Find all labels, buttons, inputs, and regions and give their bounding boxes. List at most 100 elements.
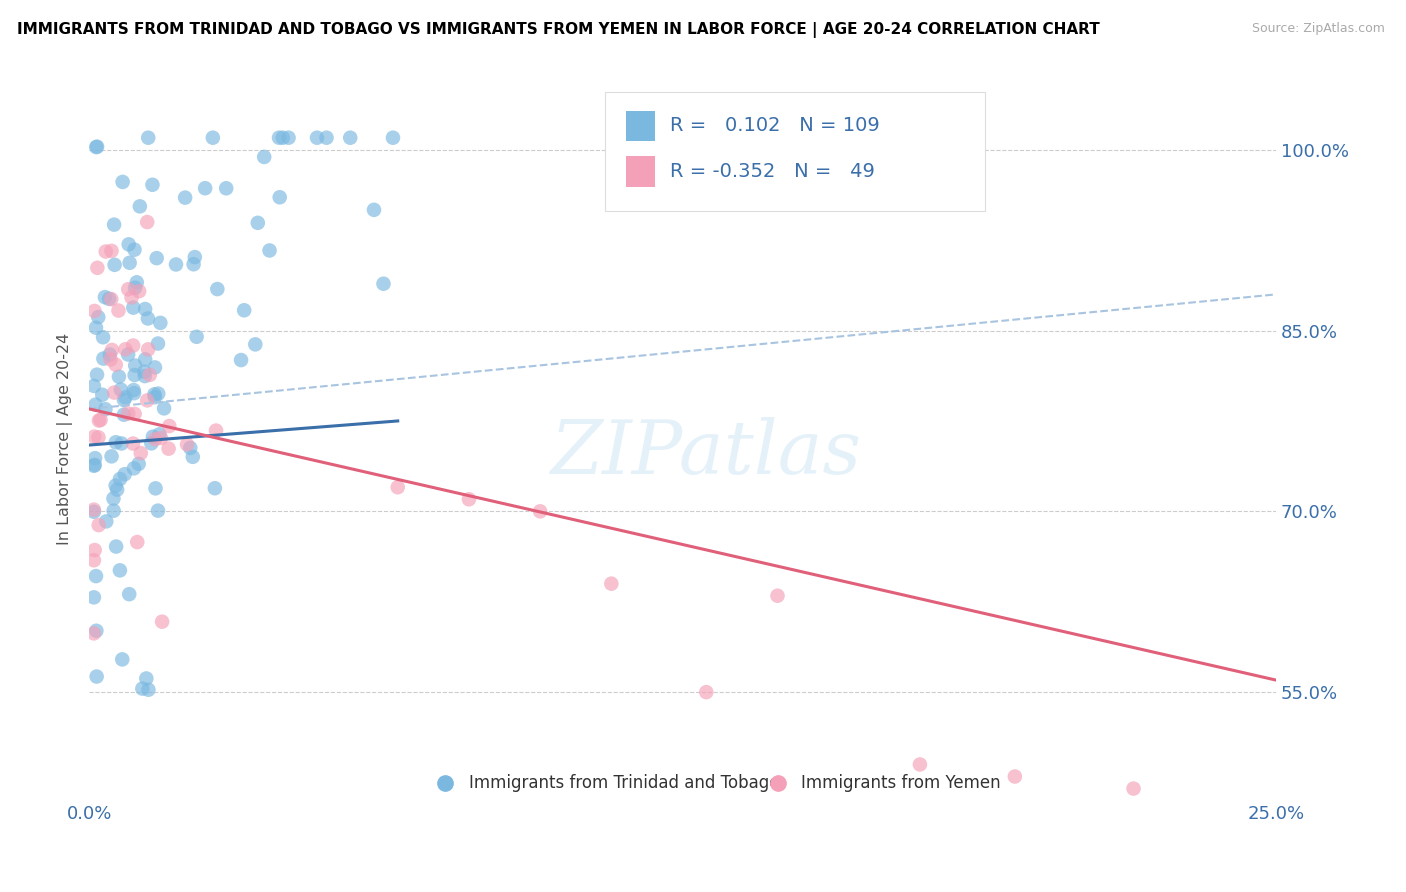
Text: ZIPatlas: ZIPatlas (551, 417, 862, 490)
Point (179, 441, 201, 455)
Point (86, 260, 108, 275)
Point (103, 218, 125, 232)
Point (373, 277, 395, 291)
Point (84, 398, 107, 412)
Point (138, 682, 160, 697)
Point (124, 407, 146, 421)
Point (117, 347, 139, 361)
Point (107, 303, 129, 318)
Point (148, 427, 170, 442)
Point (104, 358, 127, 372)
Point (118, 237, 141, 252)
Point (134, 365, 156, 379)
Point (381, 130, 404, 145)
Point (98, 347, 121, 361)
Point (908, 757, 931, 772)
Point (93, 351, 115, 366)
Point (201, 130, 224, 145)
Point (135, 672, 157, 686)
Point (110, 436, 132, 450)
Point (124, 243, 146, 257)
Point (204, 481, 226, 495)
Point (83, 626, 105, 640)
Point (134, 352, 156, 367)
Point (114, 343, 136, 357)
Point (104, 478, 127, 492)
Point (143, 432, 166, 446)
Point (103, 385, 125, 400)
Point (124, 281, 146, 295)
Point (111, 175, 134, 189)
Point (215, 181, 238, 195)
Point (127, 535, 149, 549)
Point (122, 383, 145, 397)
Point (104, 435, 127, 450)
Point (145, 251, 167, 265)
Point (766, 589, 789, 603)
Point (83, 379, 105, 393)
Text: Immigrants from Trinidad and Tobago: Immigrants from Trinidad and Tobago (470, 773, 779, 791)
Point (174, 191, 197, 205)
Point (165, 257, 187, 271)
Point (143, 360, 166, 375)
Y-axis label: In Labor Force | Age 20-24: In Labor Force | Age 20-24 (58, 333, 73, 545)
Point (153, 401, 176, 416)
Point (134, 301, 156, 316)
Point (136, 393, 159, 408)
Point (183, 257, 205, 271)
Point (84, 569, 107, 583)
Point (83, 304, 105, 318)
Text: Immigrants from Yemen: Immigrants from Yemen (801, 773, 1001, 791)
Point (529, 504, 551, 518)
Point (184, 250, 207, 264)
Point (194, 181, 217, 195)
Point (122, 301, 145, 315)
Point (94, 244, 117, 259)
Point (83, 543, 105, 558)
Point (146, 503, 169, 517)
Point (141, 178, 163, 192)
Point (136, 343, 159, 357)
Point (84, 451, 107, 466)
Point (91, 388, 114, 402)
Point (269, 190, 291, 204)
Point (176, 437, 198, 451)
Point (363, 202, 385, 217)
Point (134, 369, 156, 384)
Point (122, 436, 145, 450)
Text: IMMIGRANTS FROM TRINIDAD AND TOBAGO VS IMMIGRANTS FROM YEMEN IN LABOR FORCE | AG: IMMIGRANTS FROM TRINIDAD AND TOBAGO VS I… (17, 22, 1099, 38)
FancyBboxPatch shape (606, 92, 986, 211)
Point (271, 130, 294, 145)
Point (186, 330, 208, 344)
Point (124, 368, 146, 382)
Point (128, 284, 150, 298)
Point (86, 139, 108, 153)
Point (90, 413, 112, 427)
Point (136, 130, 159, 145)
Point (233, 303, 256, 318)
Point (150, 431, 173, 445)
Point (1122, 781, 1144, 796)
Point (83, 458, 105, 473)
Point (121, 290, 143, 304)
Point (94, 402, 117, 417)
Point (259, 244, 281, 258)
Point (387, 480, 409, 494)
Point (94, 290, 117, 304)
Point (122, 338, 145, 352)
Point (181, 450, 204, 464)
Point (117, 282, 139, 296)
Point (86, 368, 108, 382)
Point (131, 681, 153, 696)
Point (136, 311, 159, 326)
Point (83, 458, 105, 472)
Point (277, 130, 299, 145)
Point (100, 352, 122, 367)
Point (1004, 770, 1026, 784)
Point (146, 336, 169, 351)
Point (124, 359, 146, 373)
Point (205, 424, 228, 438)
Point (91, 330, 114, 344)
Point (122, 461, 145, 475)
Text: Source: ZipAtlas.com: Source: ZipAtlas.com (1251, 22, 1385, 36)
